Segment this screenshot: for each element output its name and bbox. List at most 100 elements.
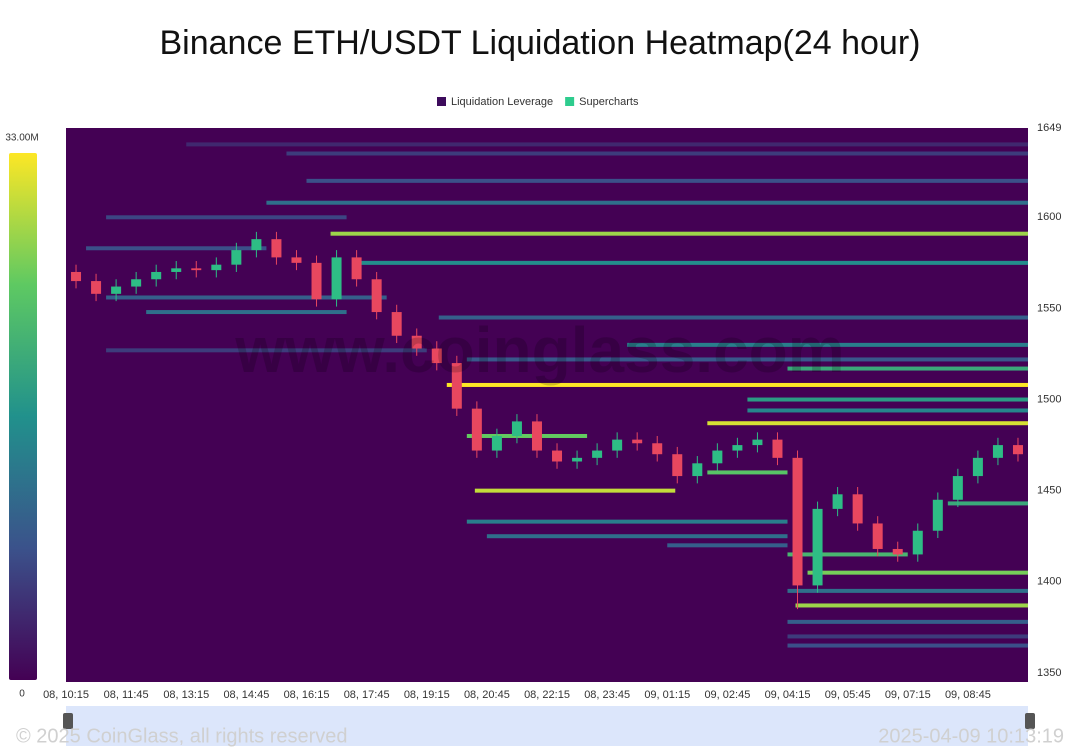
- x-tick-label: 09, 01:15: [644, 689, 690, 701]
- navigator-handle[interactable]: [63, 713, 73, 729]
- chart-title: Binance ETH/USDT Liquidation Heatmap(24 …: [160, 24, 921, 62]
- candle-body: [471, 408, 482, 451]
- candle-body: [872, 523, 883, 549]
- liquidation-band: [466, 357, 1028, 362]
- candle-body: [231, 250, 242, 265]
- liquidation-band: [807, 570, 1028, 575]
- liquidation-band: [306, 178, 1028, 183]
- x-tick-label: 08, 14:45: [223, 689, 269, 701]
- liquidation-band: [947, 501, 1028, 506]
- candle-body: [892, 548, 903, 555]
- liquidation-band: [466, 519, 788, 524]
- candle-body: [552, 450, 563, 462]
- x-tick-label: 08, 10:15: [43, 689, 89, 701]
- candle-body: [111, 286, 122, 294]
- liquidation-band: [707, 421, 1028, 426]
- y-tick-label: 1500: [1037, 393, 1061, 405]
- candle-body: [151, 271, 162, 280]
- x-tick-label: 08, 22:15: [524, 689, 570, 701]
- candle-body: [712, 450, 723, 464]
- candle-body: [672, 454, 683, 477]
- heatmap-layer: [86, 142, 1028, 648]
- candle-body: [612, 439, 623, 451]
- candle-body: [331, 257, 342, 300]
- liquidation-band: [795, 603, 1028, 608]
- liquidation-band: [787, 588, 1028, 593]
- liquidation-band: [106, 215, 347, 220]
- candle-body: [632, 439, 643, 444]
- x-tick-label: 09, 04:15: [765, 689, 811, 701]
- liquidation-band: [330, 231, 1028, 236]
- legend-swatch: [437, 97, 446, 106]
- y-tick-label: 1649: [1037, 122, 1061, 134]
- candle-body: [451, 363, 462, 409]
- x-tick-label: 09, 02:45: [704, 689, 750, 701]
- legend: Liquidation Leverage Supercharts: [437, 96, 639, 108]
- liquidation-band: [106, 348, 427, 353]
- candle-body: [832, 494, 843, 509]
- candle-body: [692, 463, 703, 477]
- candle-body: [431, 348, 442, 364]
- candle-body: [812, 508, 823, 586]
- x-tick-label: 08, 17:45: [344, 689, 390, 701]
- liquidation-band: [286, 151, 1028, 156]
- candle-body: [952, 476, 963, 500]
- candle-body: [351, 257, 362, 280]
- candle-body: [271, 239, 282, 258]
- candle-body: [531, 421, 542, 451]
- candle-body: [371, 279, 382, 313]
- candle-body: [131, 279, 142, 287]
- liquidation-band: [787, 619, 1028, 624]
- candle-body: [71, 271, 82, 282]
- candle-body: [411, 335, 422, 349]
- candle-body: [732, 445, 743, 451]
- plot-background: [66, 128, 1028, 682]
- candle-body: [592, 450, 603, 458]
- x-tick-label: 09, 07:15: [885, 689, 931, 701]
- candle-body: [792, 457, 803, 586]
- candle-body: [572, 457, 583, 462]
- liquidation-band: [787, 366, 1028, 371]
- candle-body: [171, 268, 182, 272]
- candle-body: [652, 443, 663, 455]
- x-tick-label: 08, 20:45: [464, 689, 510, 701]
- x-tick-label: 08, 19:15: [404, 689, 450, 701]
- candle-body: [752, 439, 763, 446]
- liquidation-band: [787, 552, 908, 557]
- candle-body: [191, 268, 202, 271]
- liquidation-band: [787, 643, 1028, 648]
- liquidation-band: [474, 488, 676, 493]
- legend-label: Liquidation Leverage: [451, 96, 553, 108]
- liquidation-band: [354, 260, 1028, 265]
- liquidation-band: [266, 200, 1028, 205]
- copyright: © 2025 CoinGlass, all rights reserved: [16, 725, 348, 747]
- candle-layer: [71, 231, 1023, 610]
- x-tick-label: 08, 13:15: [163, 689, 209, 701]
- legend-swatch: [565, 97, 575, 106]
- navigator-handle[interactable]: [1025, 713, 1035, 729]
- candle-body: [211, 264, 222, 271]
- liquidation-band: [186, 142, 1028, 147]
- navigator: [66, 706, 1028, 746]
- candle-body: [992, 445, 1003, 458]
- liquidation-band: [486, 534, 788, 539]
- liquidation-band: [86, 246, 267, 251]
- candle-body: [511, 421, 522, 436]
- candle-body: [772, 439, 783, 458]
- candle-body: [972, 457, 983, 477]
- candle-body: [1012, 445, 1023, 455]
- timestamp: 2025-04-09 10:13:19: [878, 725, 1064, 747]
- y-tick-label: 1400: [1037, 576, 1061, 588]
- candle-body: [251, 239, 262, 251]
- y-tick-label: 1450: [1037, 485, 1061, 497]
- candle-body: [932, 499, 943, 531]
- liquidation-band: [747, 397, 1028, 402]
- x-tick-label: 08, 23:45: [584, 689, 630, 701]
- liquidation-band: [106, 295, 387, 300]
- candle-body: [912, 530, 923, 555]
- y-tick-label: 1550: [1037, 302, 1061, 314]
- x-tick-label: 09, 08:45: [945, 689, 991, 701]
- liquidation-band: [466, 433, 588, 438]
- liquidation-band: [146, 310, 347, 315]
